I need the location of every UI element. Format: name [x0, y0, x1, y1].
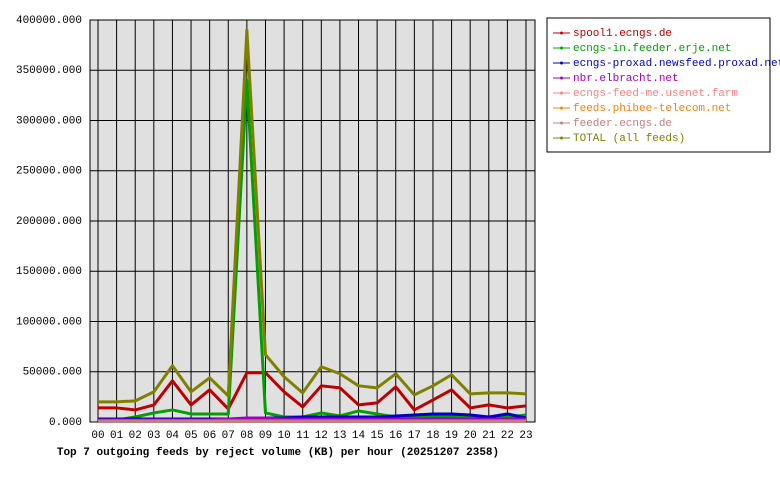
x-tick-label: 03 — [147, 430, 160, 442]
series-line — [98, 78, 527, 422]
legend-marker — [560, 121, 563, 125]
x-tick-label: 00 — [91, 430, 104, 442]
x-tick-label: 06 — [203, 430, 216, 442]
x-tick-label: 01 — [110, 430, 124, 442]
legend-marker — [560, 106, 563, 110]
legend-marker — [560, 136, 563, 140]
x-tick-label: 10 — [277, 430, 290, 442]
x-tick-label: 07 — [222, 430, 235, 442]
y-tick-label: 350000.000 — [16, 65, 82, 77]
legend-marker — [560, 61, 563, 65]
y-tick-label: 0.000 — [49, 417, 82, 429]
legend-label: feeder.ecngs.de — [573, 118, 672, 130]
legend-label: TOTAL (all feeds) — [573, 133, 685, 145]
series-line — [98, 371, 527, 412]
legend-marker — [560, 91, 563, 95]
legend-box — [546, 17, 771, 153]
x-tick-label: 02 — [129, 430, 142, 442]
x-tick-label: 08 — [240, 430, 253, 442]
legend-marker — [560, 31, 563, 35]
x-tick-label: 05 — [184, 430, 197, 442]
legend-label: ecngs-proxad.newsfeed.proxad.net — [573, 58, 780, 70]
x-tick-label: 04 — [166, 430, 180, 442]
x-tick-label: 22 — [501, 430, 514, 442]
x-tick-label: 19 — [445, 430, 458, 442]
x-tick-label: 15 — [371, 430, 384, 442]
y-tick-label: 400000.000 — [16, 15, 82, 27]
x-tick-label: 12 — [315, 430, 328, 442]
y-tick-label: 100000.000 — [16, 316, 82, 328]
legend-label: ecngs-feed-me.usenet.farm — [573, 88, 738, 100]
legend-marker — [560, 76, 563, 80]
x-tick-label: 21 — [482, 430, 496, 442]
x-tick-label: 11 — [296, 430, 310, 442]
y-tick-label: 200000.000 — [16, 216, 82, 228]
x-tick-label: 20 — [464, 430, 477, 442]
legend-marker — [560, 46, 563, 50]
legend-label: nbr.elbracht.net — [573, 73, 679, 85]
x-tick-label: 13 — [333, 430, 346, 442]
y-tick-label: 150000.000 — [16, 266, 82, 278]
y-tick-label: 50000.000 — [23, 367, 82, 379]
x-tick-label: 23 — [519, 430, 532, 442]
y-tick-label: 300000.000 — [16, 115, 82, 127]
x-tick-label: 14 — [352, 430, 366, 442]
y-tick-label: 250000.000 — [16, 166, 82, 178]
chart-title: Top 7 outgoing feeds by reject volume (K… — [57, 447, 499, 459]
x-tick-label: 18 — [426, 430, 439, 442]
legend-label: feeds.phibee-telecom.net — [573, 103, 731, 115]
x-tick-label: 09 — [259, 430, 272, 442]
x-tick-label: 16 — [389, 430, 402, 442]
series-line — [98, 28, 527, 404]
legend-label: ecngs-in.feeder.erje.net — [573, 43, 731, 55]
legend-label: spool1.ecngs.de — [573, 28, 672, 40]
x-tick-label: 17 — [408, 430, 421, 442]
